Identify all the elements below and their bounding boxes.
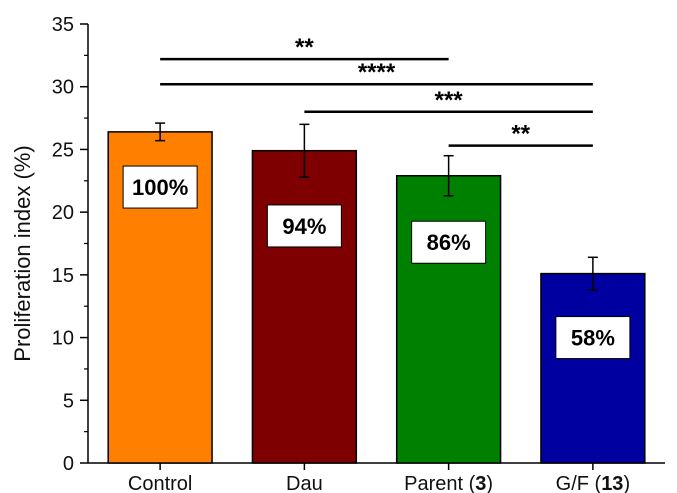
- bar-data-label: 100%: [132, 175, 188, 200]
- bar-data-label: 58%: [571, 326, 615, 351]
- bar-label-box: [122, 165, 198, 209]
- bar-data-label: 94%: [282, 214, 326, 239]
- y-tick-label: 25: [52, 139, 74, 161]
- bar-label-box: [411, 220, 487, 264]
- x-tick-label: Control: [128, 473, 192, 493]
- significance-label: **: [511, 121, 530, 148]
- significance-label: **: [295, 34, 314, 61]
- bar: [251, 149, 358, 464]
- bar-label-box: [555, 316, 631, 360]
- y-tick-label: 0: [63, 453, 74, 475]
- bar: [540, 272, 646, 464]
- y-tick-label: 35: [52, 14, 74, 36]
- x-tick-label: Dau: [286, 473, 323, 493]
- y-tick-label: 30: [52, 77, 74, 99]
- y-tick-label: 10: [52, 328, 74, 350]
- bars: 100% 94% 86% 58%: [107, 122, 646, 464]
- bar: [395, 175, 502, 464]
- significance-brackets: ***********: [160, 34, 593, 148]
- y-tick-label: 5: [63, 390, 74, 412]
- y-axis-title: Proliferation index (%): [10, 145, 35, 361]
- axes: 0 5 10 15 20 25 30 35 Control Dau Parent (3) G/F (1…: [52, 14, 665, 493]
- bar-label-box: [266, 204, 342, 248]
- bar-data-label: 86%: [427, 230, 471, 255]
- significance-label: ***: [435, 87, 464, 114]
- y-tick-label: 15: [52, 265, 74, 287]
- x-tick-label: Parent (3): [404, 473, 493, 493]
- x-tick-label: G/F (13): [556, 473, 630, 493]
- y-tick-label: 20: [52, 202, 74, 224]
- significance-label: ****: [358, 59, 396, 86]
